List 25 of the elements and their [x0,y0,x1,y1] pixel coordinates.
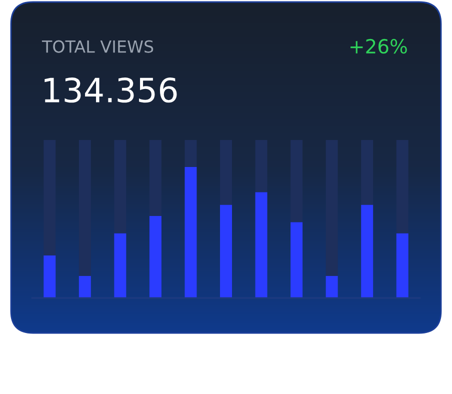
bar [396,140,408,234]
bar [149,140,162,216]
bar [220,140,232,205]
bar [78,140,91,276]
bar [184,140,197,167]
bar [255,192,268,298]
chart-title: TOTAL VIEWS [42,40,154,53]
bar [290,222,303,298]
bar [361,140,374,205]
chart-subtitle: 134.356 [44,77,177,103]
bar [290,140,303,222]
bar [220,204,232,298]
bar [396,233,408,298]
bar [149,216,162,298]
bar [326,140,338,276]
bar [361,204,374,298]
text: +26% [350,38,407,54]
bar [114,140,126,234]
bar [255,140,268,192]
bar [114,233,126,298]
bar [78,276,91,298]
bar [326,276,338,298]
bar [184,166,197,298]
bar [44,140,56,256]
bar [44,255,56,298]
